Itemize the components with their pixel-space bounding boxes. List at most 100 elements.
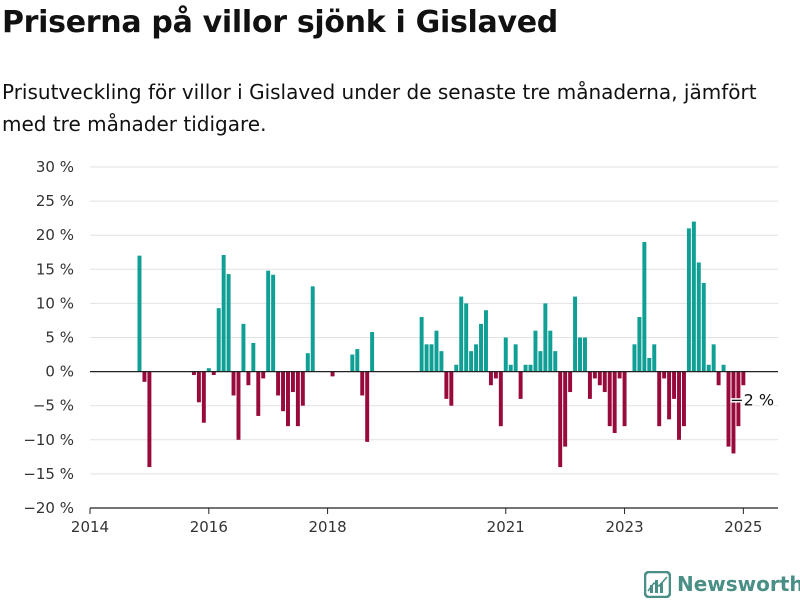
bar [211,371,216,376]
bar [281,371,286,412]
bar [657,371,662,427]
bar [592,371,597,379]
y-tick-label: 15 % [36,260,74,278]
bar [681,371,686,427]
bar [360,371,365,396]
bar [206,368,211,372]
bar [286,371,290,427]
bar [518,371,523,399]
bar [493,371,498,379]
latest-value-label: −2 % [730,391,774,410]
bar [201,371,206,423]
newsworthy-logo-icon [644,570,671,598]
bar [721,364,726,372]
bar [231,371,236,396]
y-tick-label: 0 % [45,363,74,381]
bar [196,371,201,403]
bar [578,337,582,372]
bar [236,371,241,440]
y-tick-label: −20 % [23,499,74,517]
y-tick-label: 30 % [36,158,74,176]
bar [330,371,335,377]
bar [137,255,142,372]
bar [597,371,602,386]
bar [498,371,503,427]
bar [652,344,657,372]
bar [271,274,276,372]
bar [300,371,305,406]
bar [266,270,271,372]
bar [553,351,558,372]
bar [355,349,360,372]
bar [454,364,459,372]
bar [449,371,454,406]
bar [622,371,627,427]
gridlines [90,166,778,509]
bar [612,371,617,433]
bar [538,351,543,372]
annotations: −2 % [729,389,776,411]
bar [533,330,538,372]
chart-title: Priserna på villor sjönk i Gislaved [2,5,558,40]
bar [602,371,607,393]
bar [419,317,424,372]
x-tick-label: 2016 [190,518,228,536]
x-tick-label: 2025 [724,518,762,536]
bar [290,371,295,393]
bar [439,351,444,372]
bar [731,371,736,454]
bar [350,354,355,372]
bar [528,364,533,372]
bar [503,337,508,372]
bar [691,221,696,372]
axes: 30 % 25 % 20 % 15 % 10 % 5 % 0 % −5 % −10 % −15 %… [23,158,778,536]
bar [370,332,375,372]
bar [706,364,711,372]
bar [701,282,706,372]
bar [295,371,300,427]
bar [276,371,281,396]
y-tick-label: −15 % [23,465,74,483]
bar [548,330,553,372]
newsworthy-logo: Newsworthy [644,569,800,599]
bar [642,242,647,372]
bar [686,228,691,372]
bar [558,371,563,468]
bar [191,371,196,376]
y-tick-label: −10 % [23,431,74,449]
bar [221,254,226,372]
bar [484,310,488,372]
bar [711,344,716,372]
brand-name: Newsworthy [677,572,800,596]
bar [741,371,746,386]
y-tick-label: 10 % [36,294,74,312]
bar [637,317,642,372]
bar [726,371,731,447]
bar [434,330,439,372]
x-tick-label: 2018 [308,518,346,536]
bar [696,262,701,372]
bar [508,364,513,372]
bar [488,371,493,386]
bar [256,371,261,416]
bar [523,364,528,372]
y-tick-label: 20 % [36,226,74,244]
bar [587,371,592,399]
bar [543,303,548,372]
bar [568,371,573,393]
bar [246,371,251,386]
bar [736,371,741,427]
bar [672,371,677,399]
y-tick-label: 5 % [45,329,74,347]
bar [479,323,483,372]
bar [142,371,147,382]
chart-subtitle: Prisutveckling för villor i Gislaved und… [2,80,757,136]
bar [607,371,612,427]
bar [662,371,667,379]
bar [677,371,681,440]
bar-chart: 30 % 25 % 20 % 15 % 10 % 5 % 0 % −5 % −10 % −15 %… [23,158,778,536]
bar [716,371,721,386]
bar [424,344,429,372]
bar [147,371,152,468]
bar [429,344,434,372]
